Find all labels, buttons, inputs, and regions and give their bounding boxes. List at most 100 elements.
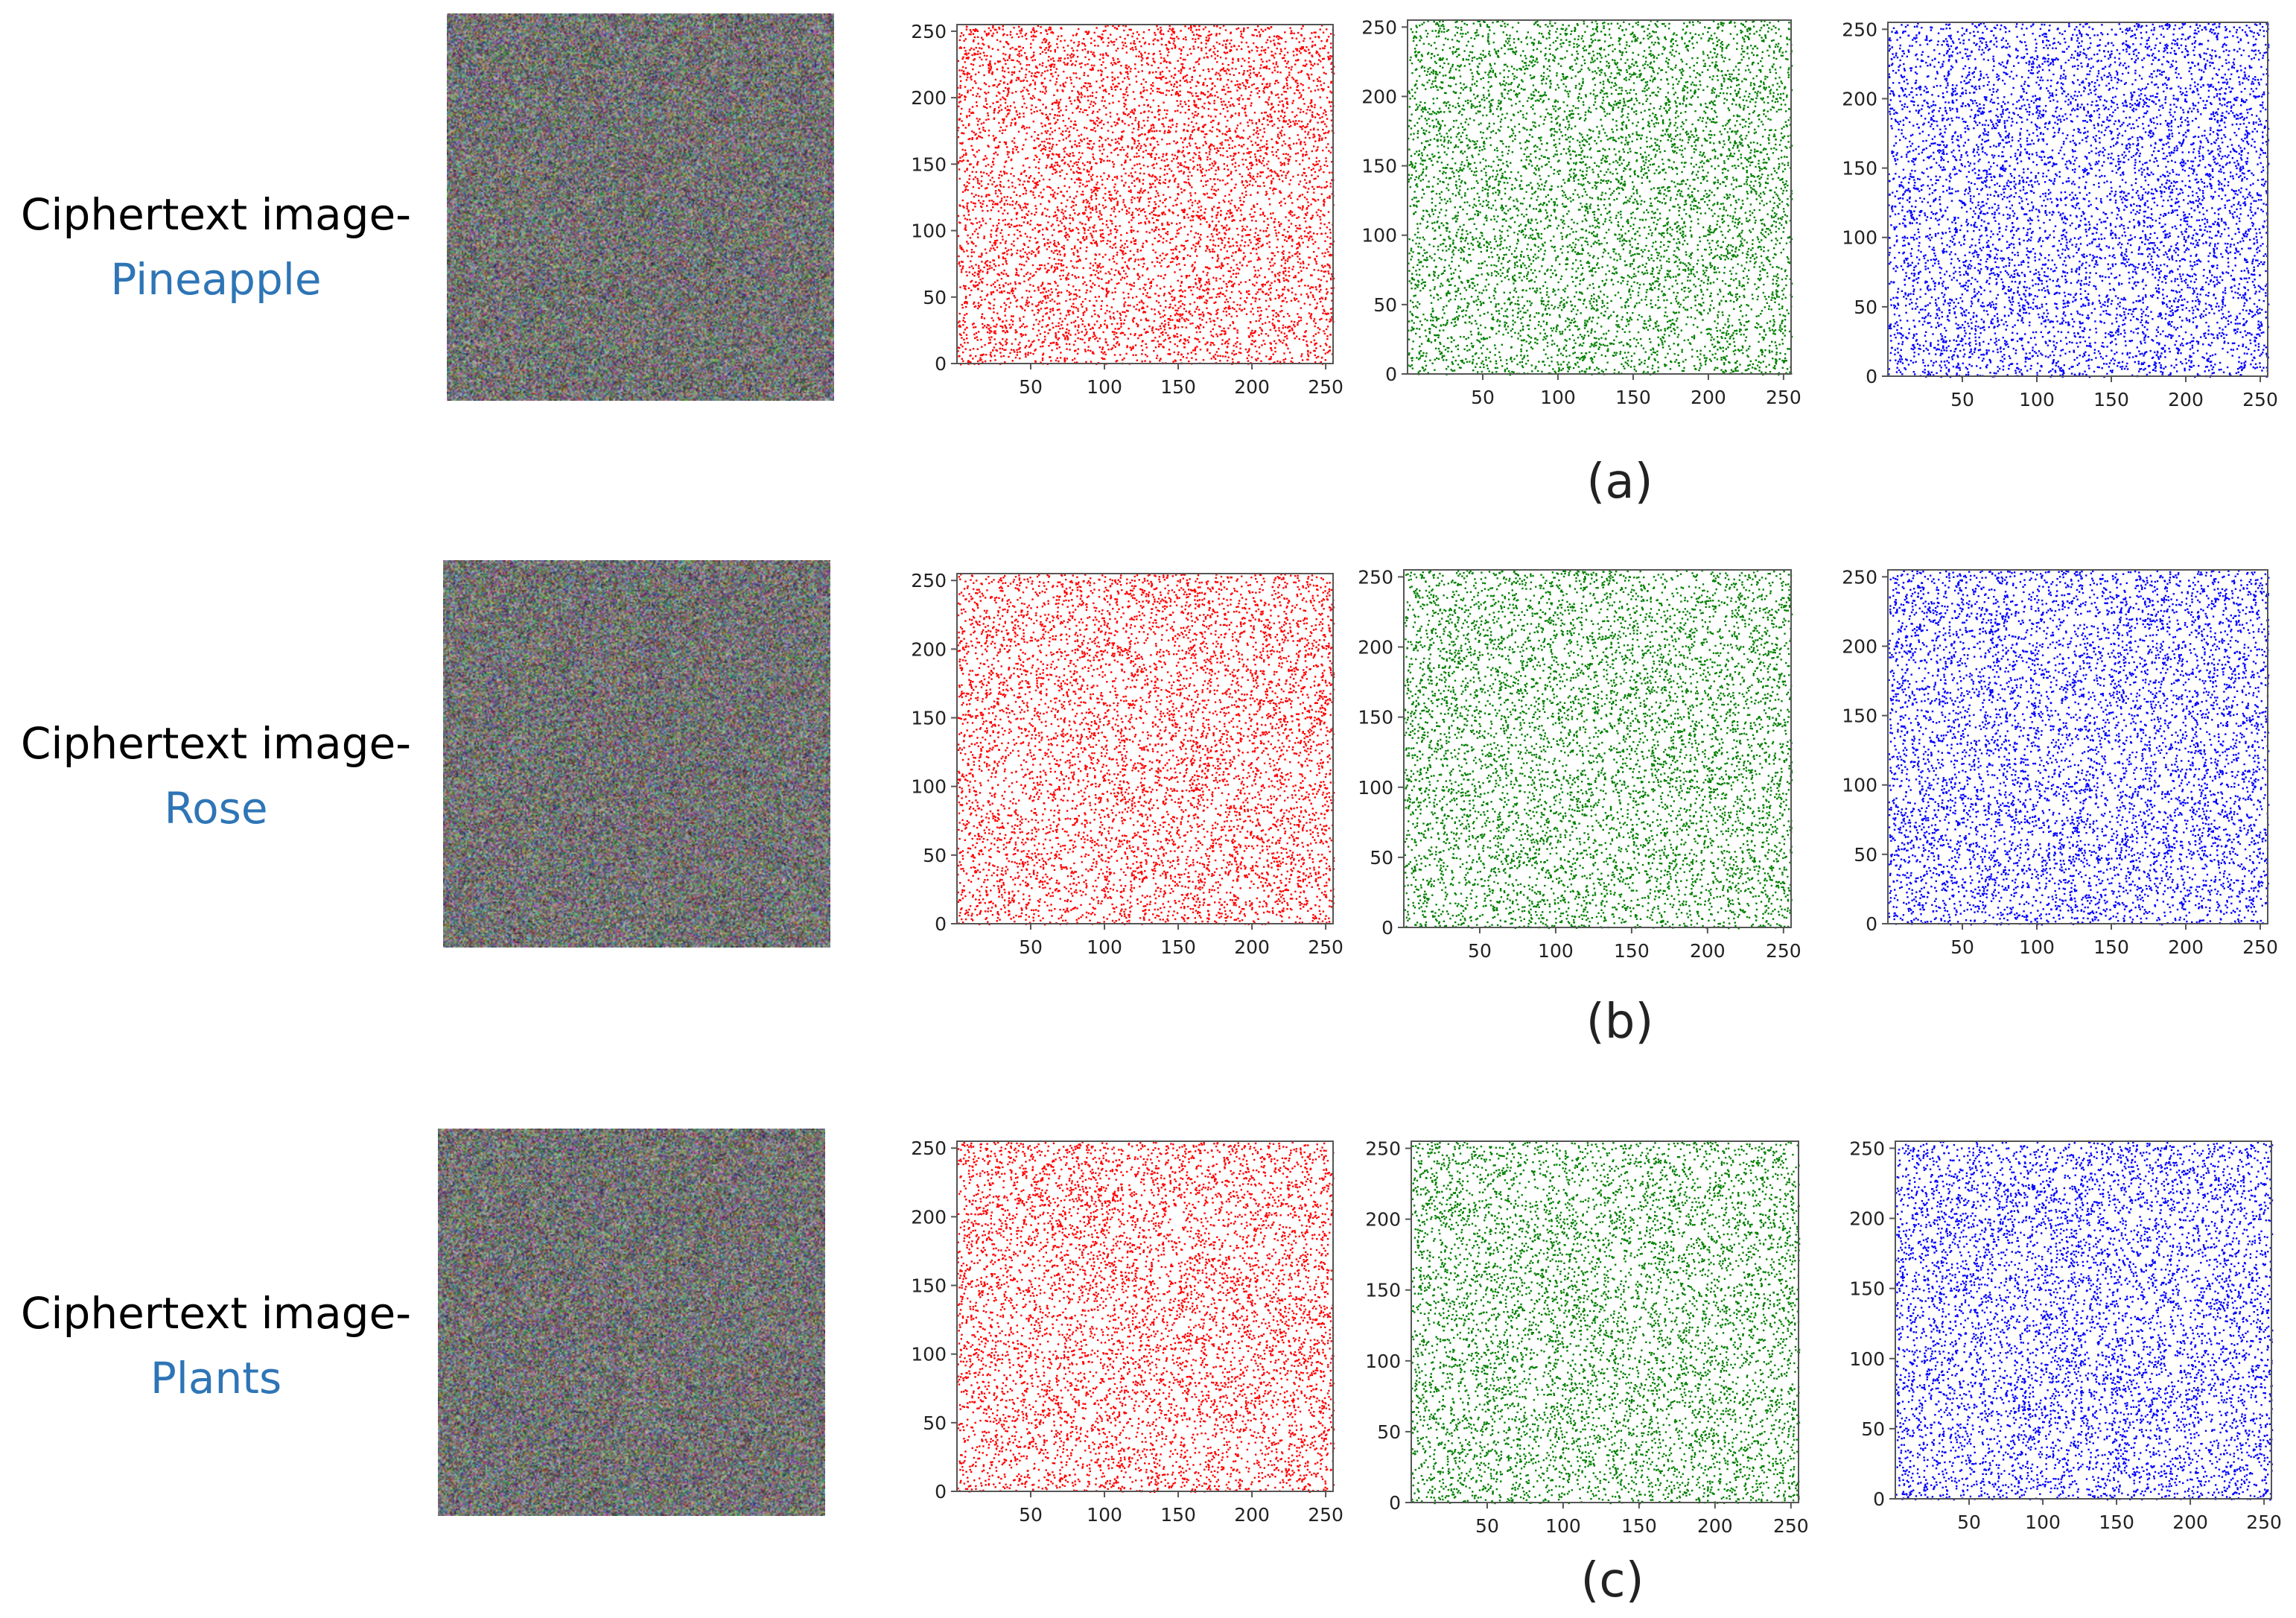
plot-frame <box>1887 22 2268 377</box>
y-tick-label: 250 <box>1361 16 1397 38</box>
scatter-points <box>1888 22 2270 378</box>
x-tick-label: 100 <box>1087 936 1122 958</box>
x-tick-label: 250 <box>1308 376 1343 398</box>
y-tick-label: 50 <box>923 845 947 866</box>
ciphertext-image-plants <box>438 1129 825 1516</box>
row-b-label-line1: Ciphertext image- <box>7 711 424 776</box>
row-a-label-line2: Pineapple <box>7 247 424 312</box>
x-tick-label: 200 <box>1234 1504 1270 1526</box>
x-tick-label: 200 <box>1697 1515 1733 1537</box>
y-tick-label: 100 <box>1842 227 1877 249</box>
scatter-points <box>1895 1141 2274 1501</box>
x-tick-label: 150 <box>1160 376 1196 398</box>
x-tick-label: 250 <box>2242 936 2278 958</box>
y-tick-label: 50 <box>923 1412 947 1434</box>
plot-frame <box>1895 1140 2272 1500</box>
x-tick-label: 100 <box>2019 936 2055 958</box>
scatter-red-row0: 50 100 150 200 250 0 50 100 150 200 250 <box>911 21 1343 398</box>
y-tick-label: 0 <box>935 353 947 375</box>
scatter-red-row2: 50 100 150 200 250 0 50 100 150 200 250 <box>911 1138 1343 1526</box>
y-tick-label: 250 <box>1842 566 1877 588</box>
x-tick-label: 100 <box>1087 1504 1122 1526</box>
caption-b: (b) <box>1545 994 1694 1050</box>
y-tick-label: 100 <box>1849 1348 1885 1370</box>
x-tick-label: 50 <box>1950 936 1974 958</box>
y-tick-label: 50 <box>1370 847 1393 869</box>
scatter-points <box>957 25 1335 366</box>
y-tick-label: 0 <box>1866 366 1877 387</box>
y-tick-label: 150 <box>1365 1280 1401 1301</box>
x-tick-label: 150 <box>2093 389 2129 410</box>
x-tick-label: 150 <box>2093 936 2129 958</box>
x-tick-label: 200 <box>1691 387 1726 408</box>
x-tick-label: 200 <box>1234 936 1270 958</box>
row-c-label-line1: Ciphertext image- <box>7 1281 424 1346</box>
y-tick-label: 200 <box>1849 1208 1885 1230</box>
caption-a: (a) <box>1545 454 1694 510</box>
x-tick-label: 250 <box>2246 1511 2282 1533</box>
y-tick-label: 250 <box>1842 19 1877 40</box>
y-tick-label: 250 <box>1365 1138 1401 1160</box>
y-tick-label: 50 <box>1854 844 1877 866</box>
scatter-points <box>1411 1141 1801 1505</box>
x-tick-label: 50 <box>1468 940 1492 962</box>
x-tick-label: 200 <box>2172 1511 2208 1533</box>
ciphertext-image-pineapple <box>447 13 834 401</box>
y-tick-label: 100 <box>1365 1351 1401 1372</box>
x-tick-label: 150 <box>1160 1504 1196 1526</box>
x-tick-label: 100 <box>1540 387 1576 408</box>
y-tick-label: 150 <box>1849 1278 1885 1300</box>
x-tick-label: 50 <box>1475 1515 1499 1537</box>
scatter-green-row1: 50 100 150 200 250 0 50 100 150 200 250 <box>1358 566 1801 962</box>
plot-frame <box>956 1140 1334 1492</box>
scatter-blue-row2: 50 100 150 200 250 0 50 100 150 200 250 <box>1849 1138 2282 1533</box>
y-tick-label: 200 <box>911 638 947 660</box>
x-tick-label: 100 <box>1545 1515 1581 1537</box>
y-tick-label: 0 <box>1389 1492 1401 1514</box>
x-tick-label: 250 <box>2242 389 2278 410</box>
y-tick-label: 200 <box>1361 86 1397 107</box>
y-tick-label: 0 <box>1381 917 1393 939</box>
y-tick-label: 250 <box>911 21 947 42</box>
y-tick-label: 100 <box>911 1344 947 1365</box>
y-tick-label: 150 <box>911 708 947 729</box>
x-tick-label: 100 <box>1087 376 1122 398</box>
y-tick-label: 50 <box>1861 1418 1885 1440</box>
x-tick-label: 200 <box>2168 936 2204 958</box>
y-tick-label: 0 <box>1385 364 1397 385</box>
y-tick-label: 0 <box>1873 1488 1885 1510</box>
y-tick-label: 150 <box>1842 705 1877 727</box>
x-tick-label: 50 <box>1019 1504 1043 1526</box>
row-b-label-line2: Rose <box>7 776 424 841</box>
y-tick-label: 150 <box>1842 158 1877 180</box>
x-tick-label: 100 <box>2025 1511 2061 1533</box>
y-tick-label: 200 <box>1842 635 1877 657</box>
x-tick-label: 250 <box>1766 940 1801 962</box>
y-tick-label: 100 <box>911 776 947 798</box>
scatter-points <box>957 1141 1335 1494</box>
y-tick-label: 150 <box>1361 156 1397 177</box>
y-tick-label: 150 <box>1358 707 1393 729</box>
plot-frame <box>956 24 1334 364</box>
y-tick-label: 50 <box>1373 294 1397 316</box>
plot-frame <box>1887 569 2268 924</box>
x-tick-label: 200 <box>1234 376 1270 398</box>
x-tick-label: 250 <box>1766 387 1801 408</box>
row-c-label: Ciphertext image- Plants <box>7 1281 424 1411</box>
y-tick-label: 250 <box>1358 566 1393 588</box>
plot-frame <box>1403 569 1792 928</box>
y-tick-label: 50 <box>923 287 947 308</box>
scatter-blue-row1: 50 100 150 200 250 0 50 100 150 200 250 <box>1842 566 2278 958</box>
y-tick-label: 100 <box>911 221 947 242</box>
x-tick-label: 200 <box>2168 389 2204 410</box>
ciphertext-image-rose <box>443 560 830 948</box>
x-tick-label: 50 <box>1019 376 1043 398</box>
y-tick-label: 100 <box>1842 775 1877 796</box>
x-tick-label: 250 <box>1308 936 1343 958</box>
scatter-red-row1: 50 100 150 200 250 0 50 100 150 200 250 <box>911 570 1343 958</box>
y-tick-label: 200 <box>1842 88 1877 110</box>
scatter-green-row2: 50 100 150 200 250 0 50 100 150 200 250 <box>1365 1138 1808 1537</box>
y-tick-label: 50 <box>1377 1421 1401 1443</box>
x-tick-label: 150 <box>1614 940 1650 962</box>
x-tick-label: 150 <box>2099 1511 2134 1533</box>
